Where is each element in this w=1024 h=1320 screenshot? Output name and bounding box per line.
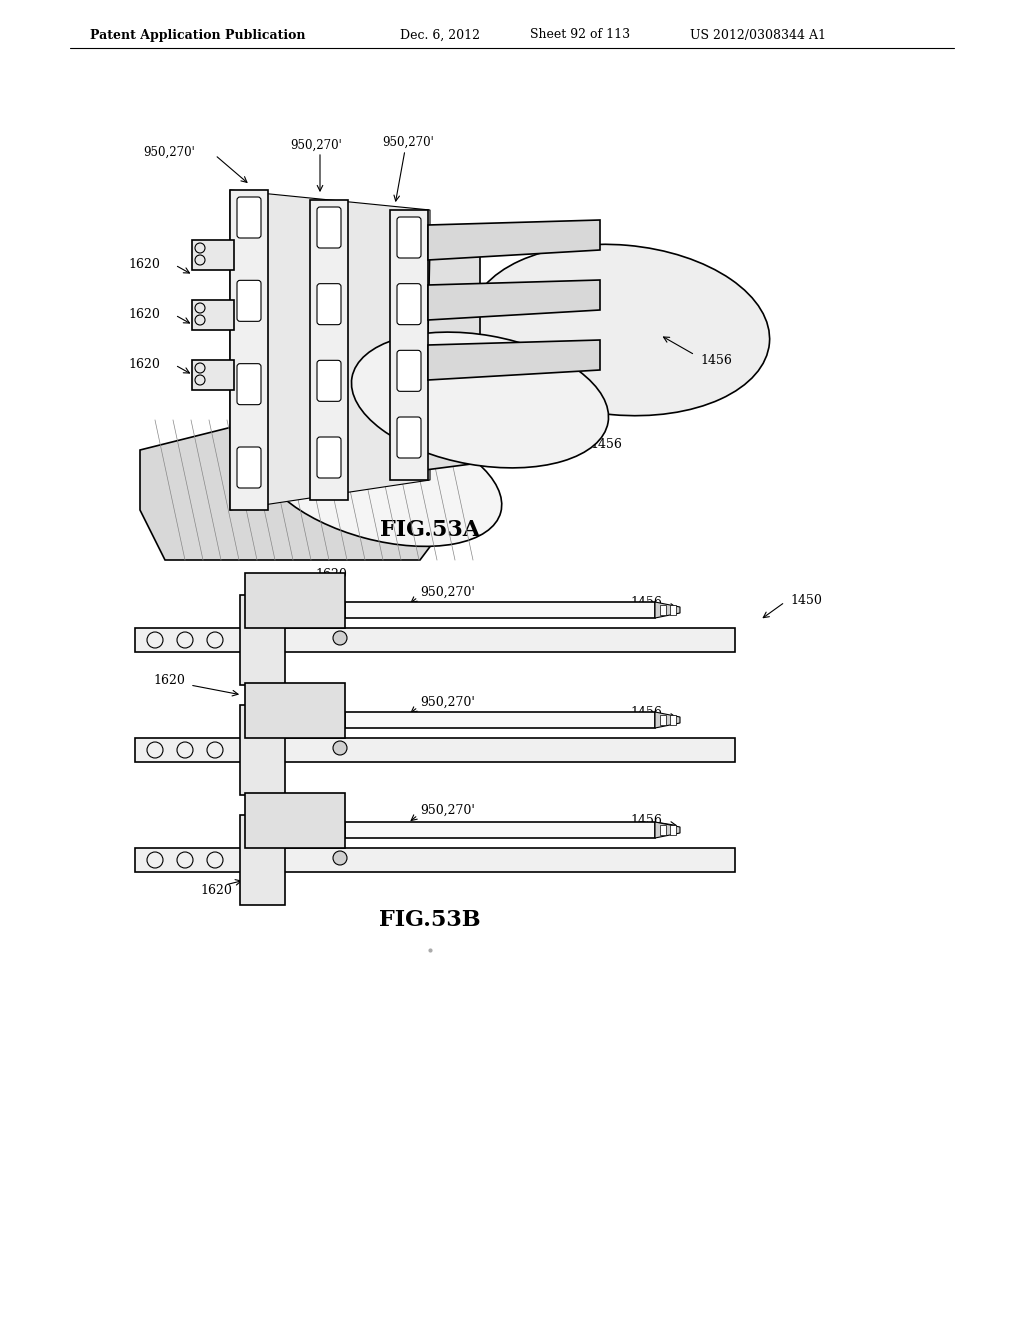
Text: US 2012/0308344 A1: US 2012/0308344 A1 — [690, 29, 826, 41]
Bar — [345, 602, 655, 618]
Text: Sheet 92 of 113: Sheet 92 of 113 — [530, 29, 630, 41]
FancyBboxPatch shape — [237, 197, 261, 238]
FancyBboxPatch shape — [317, 207, 341, 248]
Bar — [135, 847, 735, 873]
Text: 950,270': 950,270' — [420, 586, 475, 598]
Text: 1620: 1620 — [128, 309, 160, 322]
Polygon shape — [655, 602, 680, 618]
FancyBboxPatch shape — [237, 447, 261, 488]
Text: 950,270': 950,270' — [420, 804, 475, 817]
Polygon shape — [655, 711, 680, 729]
Text: 950,270': 950,270' — [420, 696, 475, 709]
Circle shape — [333, 631, 347, 645]
Bar — [240, 595, 285, 685]
Polygon shape — [655, 822, 680, 838]
FancyBboxPatch shape — [237, 364, 261, 405]
Bar — [245, 682, 345, 738]
FancyBboxPatch shape — [397, 350, 421, 391]
Bar — [193, 240, 234, 271]
Text: 950,270': 950,270' — [143, 145, 195, 158]
Polygon shape — [428, 280, 600, 319]
Text: FIG.53A: FIG.53A — [380, 519, 480, 541]
Bar — [240, 705, 285, 795]
Text: 950,270': 950,270' — [382, 136, 434, 149]
Circle shape — [333, 741, 347, 755]
Bar — [390, 210, 428, 480]
Bar — [660, 605, 666, 615]
Polygon shape — [425, 240, 580, 470]
Text: 1620: 1620 — [315, 569, 347, 582]
Bar — [660, 825, 666, 836]
Ellipse shape — [258, 413, 502, 546]
Text: 1456: 1456 — [630, 813, 662, 826]
FancyBboxPatch shape — [237, 280, 261, 321]
Text: 1620: 1620 — [128, 359, 160, 371]
Polygon shape — [428, 341, 600, 380]
Bar — [345, 711, 655, 729]
Bar — [135, 628, 735, 652]
Text: 1620: 1620 — [128, 259, 160, 272]
FancyBboxPatch shape — [397, 284, 421, 325]
Bar — [670, 715, 676, 725]
Bar — [245, 573, 345, 628]
Text: Patent Application Publication: Patent Application Publication — [90, 29, 305, 41]
Bar — [193, 360, 234, 389]
Text: 1456: 1456 — [630, 705, 662, 718]
Text: 1456: 1456 — [700, 354, 732, 367]
FancyBboxPatch shape — [397, 417, 421, 458]
Ellipse shape — [470, 244, 770, 416]
Ellipse shape — [351, 333, 608, 467]
Text: 1456: 1456 — [590, 438, 622, 451]
Text: 1456: 1456 — [630, 595, 662, 609]
Polygon shape — [428, 220, 600, 260]
Bar — [240, 814, 285, 906]
Text: Dec. 6, 2012: Dec. 6, 2012 — [400, 29, 480, 41]
Text: 950,270': 950,270' — [290, 139, 342, 152]
Polygon shape — [230, 190, 430, 510]
Bar — [230, 190, 268, 510]
Bar — [660, 715, 666, 725]
Text: 1450: 1450 — [790, 594, 822, 606]
Bar — [135, 738, 735, 762]
Text: 1620: 1620 — [154, 673, 185, 686]
Bar — [245, 793, 345, 847]
FancyBboxPatch shape — [317, 360, 341, 401]
Circle shape — [333, 851, 347, 865]
Bar — [670, 825, 676, 836]
FancyBboxPatch shape — [397, 216, 421, 257]
FancyBboxPatch shape — [317, 284, 341, 325]
Bar — [670, 605, 676, 615]
Bar — [310, 201, 348, 500]
Text: 1620: 1620 — [200, 883, 231, 896]
FancyBboxPatch shape — [317, 437, 341, 478]
Bar — [193, 300, 234, 330]
Bar — [345, 822, 655, 838]
Polygon shape — [140, 420, 450, 560]
Text: FIG.53B: FIG.53B — [379, 909, 481, 931]
